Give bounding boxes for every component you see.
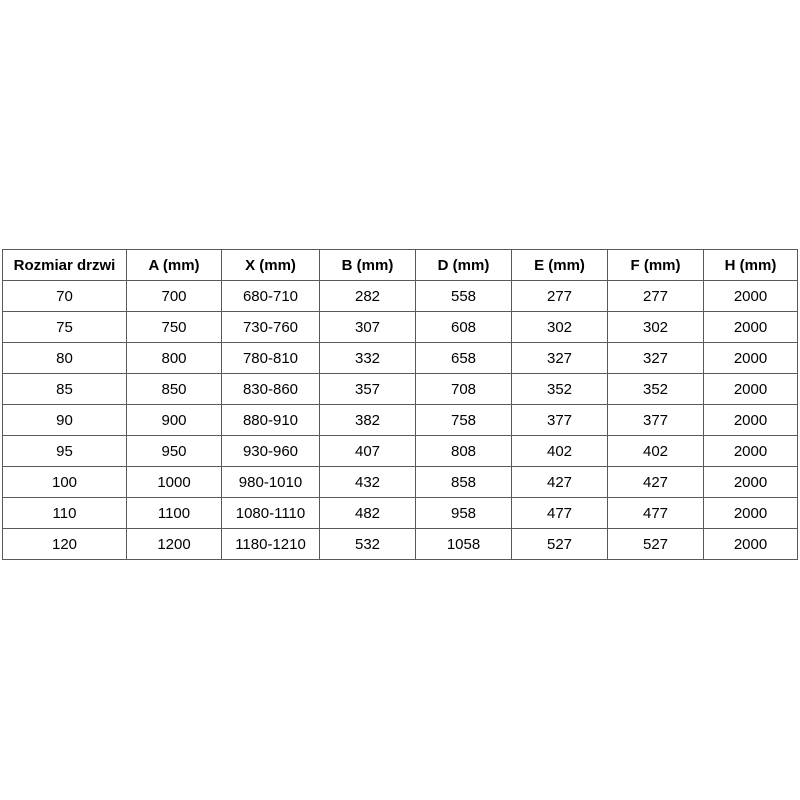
table-cell: 608 [415, 311, 512, 343]
table-cell: 85 [2, 373, 127, 405]
table-cell: 482 [319, 497, 416, 529]
table-cell: 2000 [703, 311, 798, 343]
table-cell: 90 [2, 404, 127, 436]
table-cell: 2000 [703, 435, 798, 467]
table-cell: 95 [2, 435, 127, 467]
table-cell: 477 [607, 497, 704, 529]
table-cell: 402 [607, 435, 704, 467]
table-cell: 830-860 [221, 373, 320, 405]
column-header-x-mm: X (mm) [221, 249, 320, 281]
table-cell: 1058 [415, 528, 512, 560]
table-cell: 858 [415, 466, 512, 498]
table-header-row: Rozmiar drzwi A (mm) X (mm) B (mm) D (mm… [2, 249, 798, 281]
table-cell: 758 [415, 404, 512, 436]
table-cell: 558 [415, 280, 512, 312]
table-cell: 332 [319, 342, 416, 374]
table-row: 85 850 830-860 357 708 352 352 2000 [2, 373, 798, 405]
table-cell: 80 [2, 342, 127, 374]
table-cell: 427 [607, 466, 704, 498]
table-row: 75 750 730-760 307 608 302 302 2000 [2, 311, 798, 343]
table-cell: 327 [607, 342, 704, 374]
table-cell: 750 [126, 311, 222, 343]
column-header-h-mm: H (mm) [703, 249, 798, 281]
table-cell: 2000 [703, 373, 798, 405]
column-header-rozmiar-drzwi: Rozmiar drzwi [2, 249, 127, 281]
table-cell: 1180-1210 [221, 528, 320, 560]
table-cell: 1000 [126, 466, 222, 498]
column-header-b-mm: B (mm) [319, 249, 416, 281]
table-cell: 382 [319, 404, 416, 436]
table-cell: 352 [607, 373, 704, 405]
table-cell: 850 [126, 373, 222, 405]
table-row: 90 900 880-910 382 758 377 377 2000 [2, 404, 798, 436]
table-cell: 658 [415, 342, 512, 374]
table-cell: 357 [319, 373, 416, 405]
table-cell: 880-910 [221, 404, 320, 436]
table-row: 70 700 680-710 282 558 277 277 2000 [2, 280, 798, 312]
table-cell: 427 [511, 466, 608, 498]
table-cell: 407 [319, 435, 416, 467]
table-row: 110 1100 1080-1110 482 958 477 477 2000 [2, 497, 798, 529]
table-cell: 527 [607, 528, 704, 560]
door-size-table: Rozmiar drzwi A (mm) X (mm) B (mm) D (mm… [2, 249, 798, 560]
table-cell: 302 [511, 311, 608, 343]
table-cell: 402 [511, 435, 608, 467]
table-cell: 2000 [703, 342, 798, 374]
table-cell: 808 [415, 435, 512, 467]
table-cell: 277 [607, 280, 704, 312]
table-cell: 352 [511, 373, 608, 405]
table-cell: 1100 [126, 497, 222, 529]
table-cell: 377 [511, 404, 608, 436]
table-cell: 2000 [703, 404, 798, 436]
size-table-body: 70 700 680-710 282 558 277 277 2000 75 750 730-760… [2, 280, 798, 560]
table-cell: 477 [511, 497, 608, 529]
table-cell: 432 [319, 466, 416, 498]
table-cell: 110 [2, 497, 127, 529]
table-cell: 327 [511, 342, 608, 374]
table-row: 120 1200 1180-1210 532 1058 527 527 2000 [2, 528, 798, 560]
table-cell: 307 [319, 311, 416, 343]
column-header-a-mm: A (mm) [126, 249, 222, 281]
table-cell: 75 [2, 311, 127, 343]
table-cell: 800 [126, 342, 222, 374]
table-cell: 680-710 [221, 280, 320, 312]
column-header-d-mm: D (mm) [415, 249, 512, 281]
table-row: 95 950 930-960 407 808 402 402 2000 [2, 435, 798, 467]
table-cell: 377 [607, 404, 704, 436]
table-cell: 950 [126, 435, 222, 467]
table-cell: 527 [511, 528, 608, 560]
table-cell: 2000 [703, 466, 798, 498]
table-cell: 780-810 [221, 342, 320, 374]
table-cell: 900 [126, 404, 222, 436]
table-cell: 302 [607, 311, 704, 343]
table-cell: 2000 [703, 497, 798, 529]
table-cell: 2000 [703, 528, 798, 560]
table-cell: 958 [415, 497, 512, 529]
column-header-f-mm: F (mm) [607, 249, 704, 281]
table-cell: 532 [319, 528, 416, 560]
table-cell: 100 [2, 466, 127, 498]
column-header-e-mm: E (mm) [511, 249, 608, 281]
table-cell: 730-760 [221, 311, 320, 343]
table-cell: 70 [2, 280, 127, 312]
table-cell: 1080-1110 [221, 497, 320, 529]
table-cell: 980-1010 [221, 466, 320, 498]
table-cell: 930-960 [221, 435, 320, 467]
table-row: 100 1000 980-1010 432 858 427 427 2000 [2, 466, 798, 498]
table-cell: 700 [126, 280, 222, 312]
table-row: 80 800 780-810 332 658 327 327 2000 [2, 342, 798, 374]
table-cell: 120 [2, 528, 127, 560]
table-cell: 277 [511, 280, 608, 312]
table-cell: 1200 [126, 528, 222, 560]
table-cell: 708 [415, 373, 512, 405]
table-cell: 282 [319, 280, 416, 312]
table-cell: 2000 [703, 280, 798, 312]
